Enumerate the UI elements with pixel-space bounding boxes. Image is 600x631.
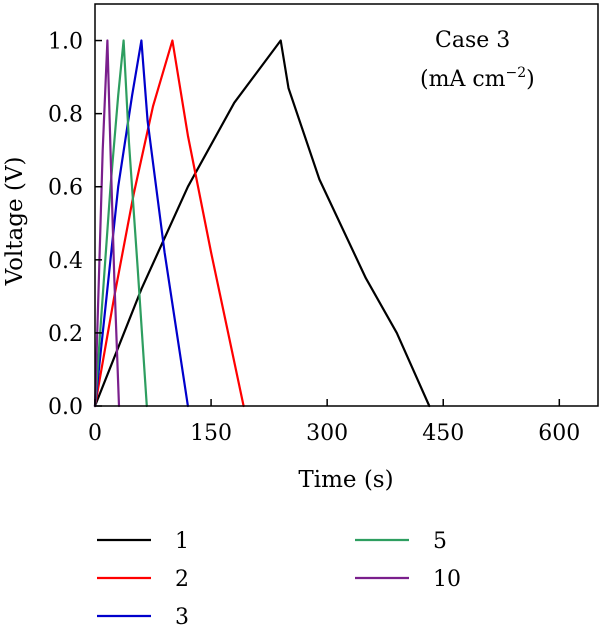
y-tick-label: 0.4 bbox=[48, 249, 83, 274]
y-tick-label: 0.0 bbox=[48, 395, 83, 420]
legend-label-10: 10 bbox=[433, 567, 461, 592]
legend-label-2: 2 bbox=[175, 567, 189, 592]
series-line-3 bbox=[93, 39, 189, 408]
annotation-units-exponent: −2 bbox=[506, 65, 527, 81]
series-line-10 bbox=[93, 39, 121, 408]
annotation-case: Case 3 bbox=[435, 28, 510, 53]
y-tick-label: 0.8 bbox=[48, 103, 83, 128]
series-line-1 bbox=[93, 39, 431, 408]
x-tick-label: 0 bbox=[88, 421, 102, 446]
x-axis-title: Time (s) bbox=[298, 467, 393, 493]
y-tick-label: 1.0 bbox=[48, 30, 83, 55]
y-tick-label: 0.6 bbox=[48, 176, 83, 201]
annotation-units: (mA cm−2) bbox=[420, 65, 535, 92]
y-axis-title: Voltage (V) bbox=[2, 157, 28, 287]
x-tick-label: 300 bbox=[306, 421, 348, 446]
legend-label-5: 5 bbox=[433, 529, 447, 554]
legend-label-3: 3 bbox=[175, 605, 189, 626]
plot-frame bbox=[94, 3, 599, 407]
x-tick-label: 150 bbox=[190, 421, 232, 446]
series-line-5 bbox=[93, 39, 148, 408]
series-line-2 bbox=[93, 39, 245, 408]
y-tick-label: 0.2 bbox=[48, 322, 83, 347]
legend-label-1: 1 bbox=[175, 529, 189, 554]
legend: 1 2 3 5 10 bbox=[97, 529, 461, 630]
x-tick-label: 450 bbox=[422, 421, 464, 446]
annotation-units-prefix: (mA cm bbox=[420, 67, 506, 92]
axis-layer: 0 150 300 450 600 0.0 0.2 0.4 0.6 0.8 1.0 bbox=[48, 30, 580, 446]
x-tick-label: 600 bbox=[538, 421, 580, 446]
annotation-units-suffix: ) bbox=[526, 67, 535, 92]
series-layer bbox=[93, 39, 431, 408]
